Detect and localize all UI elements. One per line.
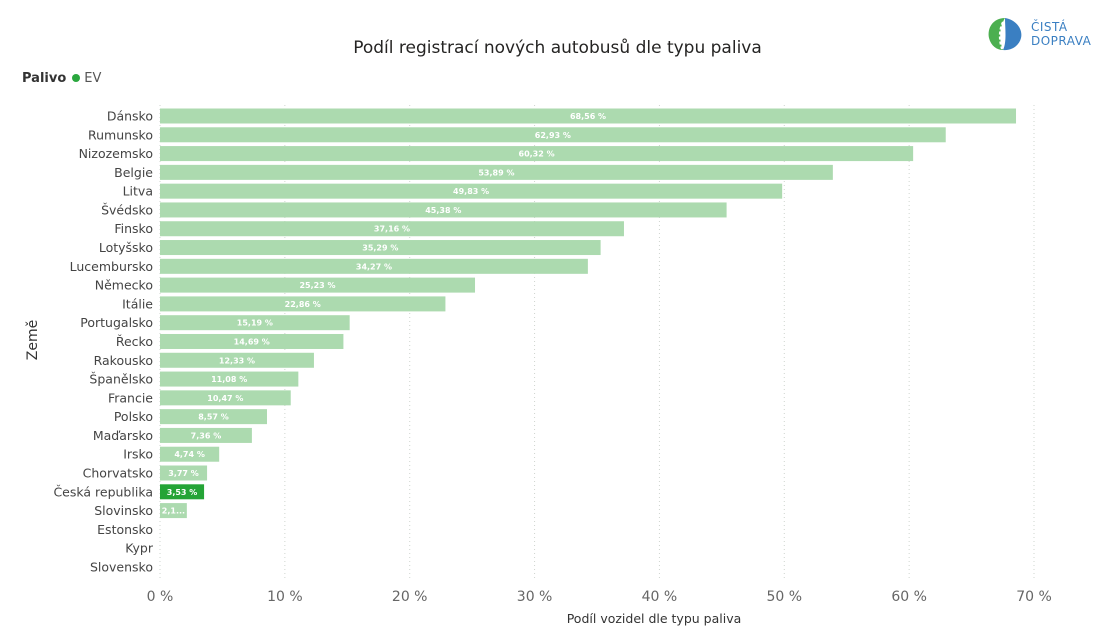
legend-item-ev[interactable]: EV	[84, 71, 102, 86]
bar[interactable]	[160, 108, 1017, 124]
legend-dot-icon	[72, 74, 81, 82]
bar[interactable]	[160, 258, 588, 274]
bar[interactable]	[160, 371, 299, 387]
y-tick-label: Slovinsko	[94, 503, 153, 518]
y-tick-label: Maďarsko	[93, 428, 153, 443]
x-tick-label: 20 %	[392, 589, 428, 605]
data-label: 37,16 %	[374, 225, 410, 234]
y-tick-label: Rakousko	[94, 353, 153, 368]
x-tick-label: 70 %	[1016, 589, 1052, 605]
logo-line1: ČISTÁ	[1031, 20, 1068, 34]
x-tick-label: 50 %	[766, 589, 802, 605]
bar[interactable]	[160, 202, 727, 218]
bar[interactable]	[160, 427, 252, 443]
data-label: 22,86 %	[285, 300, 321, 309]
y-axis-title: Země	[25, 320, 41, 360]
legend-title: Palivo	[22, 71, 67, 86]
x-tick-label: 30 %	[517, 589, 553, 605]
bar[interactable]	[160, 390, 291, 406]
logo: ČISTÁ DOPRAVA	[985, 16, 1091, 52]
y-tick-label: Česká republika	[53, 484, 153, 499]
bar[interactable]	[160, 465, 208, 481]
data-label: 25,23 %	[299, 281, 335, 290]
y-tick-label: Španělsko	[89, 372, 153, 387]
data-label: 12,33 %	[219, 356, 255, 365]
data-label: 60,32 %	[519, 150, 555, 159]
bar[interactable]	[160, 352, 314, 368]
y-tick-label: Portugalsko	[80, 315, 153, 330]
y-tick-label: Finsko	[114, 221, 153, 236]
data-label: 14,69 %	[234, 337, 270, 346]
bar[interactable]	[160, 240, 601, 256]
data-label: 8,57 %	[198, 413, 229, 422]
bar[interactable]	[160, 333, 344, 349]
data-label: 11,08 %	[211, 375, 247, 384]
y-tick-label: Rumunsko	[88, 127, 153, 142]
y-tick-label: Francie	[108, 390, 153, 405]
bar[interactable]	[160, 409, 268, 425]
data-label: 7,36 %	[191, 431, 222, 440]
data-label: 35,29 %	[362, 244, 398, 253]
y-tick-label: Lucembursko	[70, 259, 153, 274]
data-label: 3,77 %	[168, 469, 199, 478]
y-tick-label: Lotyšsko	[99, 240, 153, 255]
bar[interactable]	[160, 503, 187, 519]
data-label: 10,47 %	[207, 394, 243, 403]
y-tick-label: Belgie	[114, 165, 153, 180]
data-label: 4,74 %	[174, 450, 205, 459]
leaf-road-logo-icon	[988, 18, 1022, 51]
data-label: 15,19 %	[237, 319, 273, 328]
bar[interactable]	[160, 484, 205, 500]
data-label: 49,83 %	[453, 187, 489, 196]
y-tick-label: Polsko	[114, 409, 153, 424]
y-tick-label: Chorvatsko	[83, 466, 153, 481]
bar[interactable]	[160, 221, 624, 237]
bar[interactable]	[160, 127, 946, 143]
bar[interactable]	[160, 183, 783, 199]
x-tick-label: 60 %	[891, 589, 927, 605]
y-tick-label: Nizozemsko	[79, 146, 153, 161]
data-label: 3,53 %	[167, 488, 198, 497]
y-tick-label: Estonsko	[97, 522, 153, 537]
bar[interactable]	[160, 315, 350, 331]
y-tick-label: Irsko	[123, 447, 153, 462]
data-label: 68,56 %	[570, 112, 606, 121]
logo-line2: DOPRAVA	[1031, 34, 1092, 48]
x-tick-label: 10 %	[267, 589, 303, 605]
data-label: 53,89 %	[478, 168, 514, 177]
bar[interactable]	[160, 277, 476, 293]
y-tick-label: Kypr	[125, 541, 154, 556]
bar[interactable]	[160, 296, 446, 312]
bar[interactable]	[160, 446, 220, 462]
y-tick-label: Slovensko	[90, 559, 153, 574]
y-tick-label: Itálie	[122, 296, 153, 311]
chart-title: Podíl registrací nových autobusů dle typ…	[353, 38, 762, 58]
data-label: 62,93 %	[535, 131, 571, 140]
legend: Palivo EV	[22, 71, 101, 86]
y-tick-label: Litva	[123, 184, 153, 199]
y-tick-label: Dánsko	[107, 109, 153, 124]
x-axis-title: Podíl vozidel dle typu paliva	[567, 611, 742, 626]
y-tick-label: Švédsko	[101, 202, 153, 217]
y-tick-label: Řecko	[116, 334, 153, 349]
x-tick-label: 0 %	[147, 589, 174, 605]
bar[interactable]	[160, 146, 914, 162]
bar[interactable]	[160, 164, 833, 180]
y-tick-label: Německo	[95, 278, 153, 293]
data-label: 2,1...	[162, 507, 185, 516]
x-tick-label: 40 %	[642, 589, 678, 605]
data-label: 34,27 %	[356, 262, 392, 271]
data-label: 45,38 %	[425, 206, 461, 215]
